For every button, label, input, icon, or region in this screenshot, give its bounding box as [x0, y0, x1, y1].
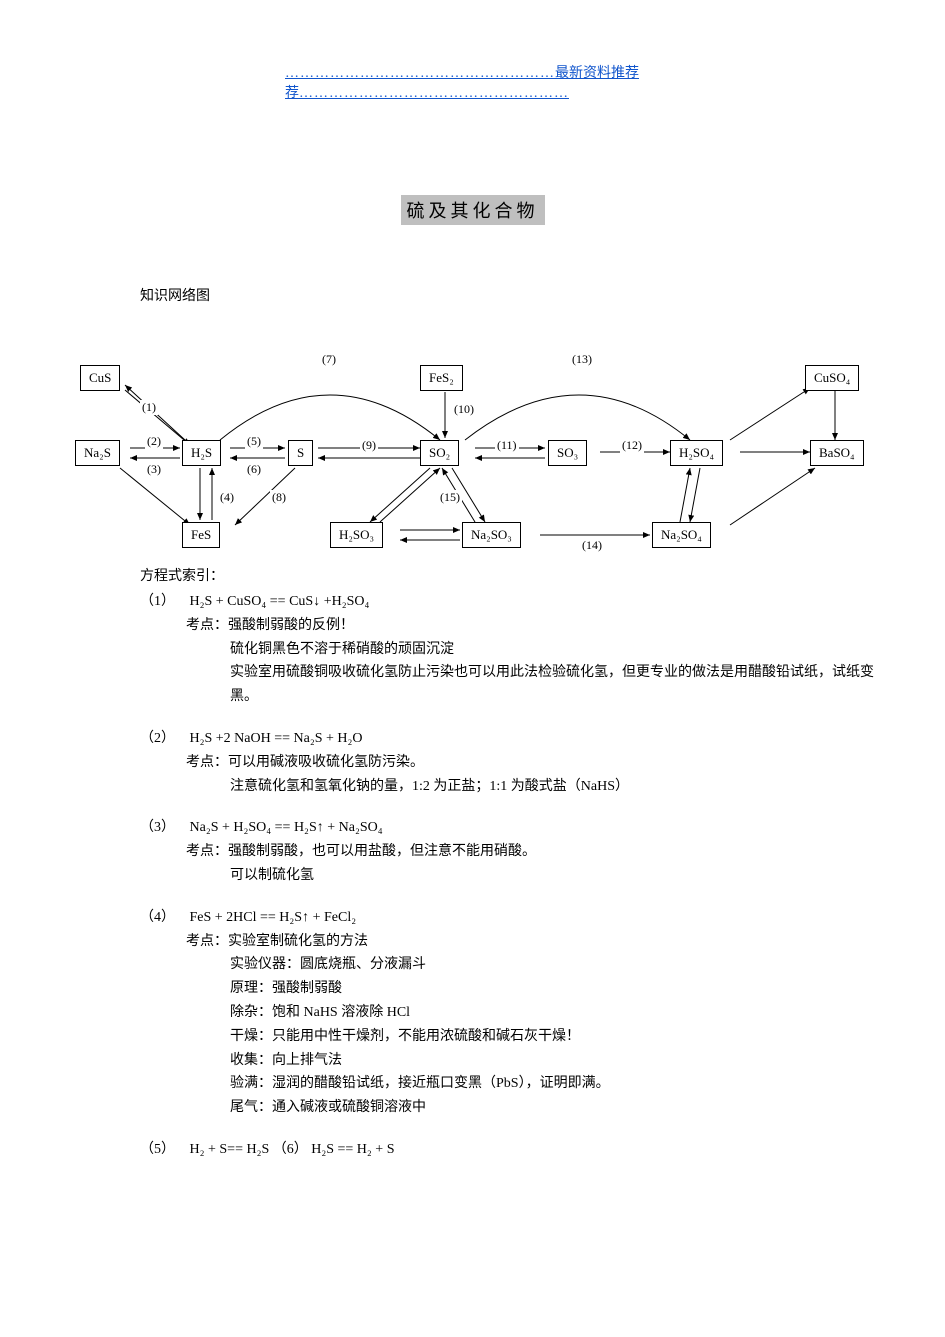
- page-title: 硫及其化合物: [401, 195, 545, 225]
- item-point: 实验室用硫酸铜吸收硫化氢防止污染也可以用此法检验硫化氢，但更专业的做法是用醋酸铅…: [140, 661, 880, 709]
- item-eq: FeS + 2HCl == H₂S↑ + FeCl₂: [190, 910, 357, 925]
- node-so3: SO₃: [548, 440, 587, 466]
- item-eq: H₂ + S== H₂S （6） H₂S == H₂ + S: [190, 1142, 395, 1157]
- list-item: （2） H₂S +2 NaOH == Na₂S + H₂O 考点：可以用碱液吸收…: [140, 727, 880, 798]
- edge-9: (9): [360, 438, 378, 453]
- node-fes2: FeS₂: [420, 365, 463, 391]
- item-num: （4）: [140, 906, 186, 930]
- item-eq: H₂S +2 NaOH == Na₂S + H₂O: [190, 731, 363, 746]
- list-item: （3） Na₂S + H₂SO₄ == H₂S↑ + Na₂SO₄ 考点：强酸制…: [140, 816, 880, 887]
- item-point: 注意硫化氢和氢氧化钠的量，1:2 为正盐；1:1 为酸式盐（NaHS）: [140, 775, 880, 799]
- list-item: （5） H₂ + S== H₂S （6） H₂S == H₂ + S: [140, 1138, 880, 1162]
- item-point: 考点：实验室制硫化氢的方法: [140, 930, 880, 954]
- knowledge-diagram: CuS Na₂S H₂S FeS S FeS₂ SO₂ H₂SO₃ Na₂SO₃…: [70, 340, 890, 560]
- section-knowledge-label: 知识网络图: [140, 285, 210, 305]
- edge-3: (3): [145, 462, 163, 477]
- edge-15: (15): [438, 490, 462, 505]
- item-num: （1）: [140, 590, 186, 614]
- item-point: 可以制硫化氢: [140, 864, 880, 888]
- node-h2so3: H₂SO₃: [330, 522, 383, 548]
- item-point: 干燥：只能用中性干燥剂，不能用浓硫酸和碱石灰干燥！: [140, 1025, 880, 1049]
- node-baso4: BaSO₄: [810, 440, 864, 466]
- equation-list: （1） H₂S + CuSO₄ == CuS↓ +H₂SO₄ 考点：强酸制弱酸的…: [140, 590, 880, 1180]
- item-point: 实验仪器：圆底烧瓶、分液漏斗: [140, 953, 880, 977]
- item-point: 除杂：饱和 NaHS 溶液除 HCl: [140, 1001, 880, 1025]
- section-index-label: 方程式索引：: [140, 565, 224, 585]
- item-point: 考点：可以用碱液吸收硫化氢防污染。: [140, 751, 880, 775]
- node-na2so3: Na₂SO₃: [462, 522, 521, 548]
- list-item: （4） FeS + 2HCl == H₂S↑ + FeCl₂ 考点：实验室制硫化…: [140, 906, 880, 1120]
- item-point: 验满：湿润的醋酸铅试纸，接近瓶口变黑（PbS），证明即满。: [140, 1072, 880, 1096]
- edge-1: (1): [140, 400, 158, 415]
- edge-11: (11): [495, 438, 519, 453]
- item-point: 硫化铜黑色不溶于稀硝酸的顽固沉淀: [140, 638, 880, 662]
- item-eq: H₂S + CuSO₄ == CuS↓ +H₂SO₄: [190, 594, 370, 609]
- node-na2so4: Na₂SO₄: [652, 522, 711, 548]
- edge-8: (8): [270, 490, 288, 505]
- header-dots-right: ………………………………………………: [299, 86, 569, 101]
- header-link-text: 最新资料推荐: [555, 66, 639, 81]
- header-link-text2: 荐: [285, 86, 299, 101]
- edge-14: (14): [580, 538, 604, 553]
- item-point: 考点：强酸制弱酸的反例！: [140, 614, 880, 638]
- edge-12: (12): [620, 438, 644, 453]
- edge-6: (6): [245, 462, 263, 477]
- header-link[interactable]: ………………………………………………最新资料推荐 荐………………………………………: [285, 62, 665, 102]
- edge-13: (13): [570, 352, 594, 367]
- node-so2: SO₂: [420, 440, 459, 466]
- node-s: S: [288, 440, 313, 466]
- node-na2s: Na₂S: [75, 440, 120, 466]
- item-num: （3）: [140, 816, 186, 840]
- item-point: 原理：强酸制弱酸: [140, 977, 880, 1001]
- item-num: （2）: [140, 727, 186, 751]
- header-dots-left: ………………………………………………: [285, 66, 555, 81]
- item-point: 尾气：通入碱液或硫酸铜溶液中: [140, 1096, 880, 1120]
- node-h2so4: H₂SO₄: [670, 440, 723, 466]
- item-eq: Na₂S + H₂SO₄ == H₂S↑ + Na₂SO₄: [190, 820, 383, 835]
- item-point: 收集：向上排气法: [140, 1049, 880, 1073]
- node-h2s: H₂S: [182, 440, 221, 466]
- edge-4: (4): [218, 490, 236, 505]
- edge-5: (5): [245, 434, 263, 449]
- list-item: （1） H₂S + CuSO₄ == CuS↓ +H₂SO₄ 考点：强酸制弱酸的…: [140, 590, 880, 709]
- item-point: 考点：强酸制弱酸，也可以用盐酸，但注意不能用硝酸。: [140, 840, 880, 864]
- node-fes: FeS: [182, 522, 220, 548]
- edge-10: (10): [452, 402, 476, 417]
- node-cuso4: CuSO₄: [805, 365, 859, 391]
- edge-7: (7): [320, 352, 338, 367]
- node-cus: CuS: [80, 365, 120, 391]
- edge-2: (2): [145, 434, 163, 449]
- item-num: （5）: [140, 1138, 186, 1162]
